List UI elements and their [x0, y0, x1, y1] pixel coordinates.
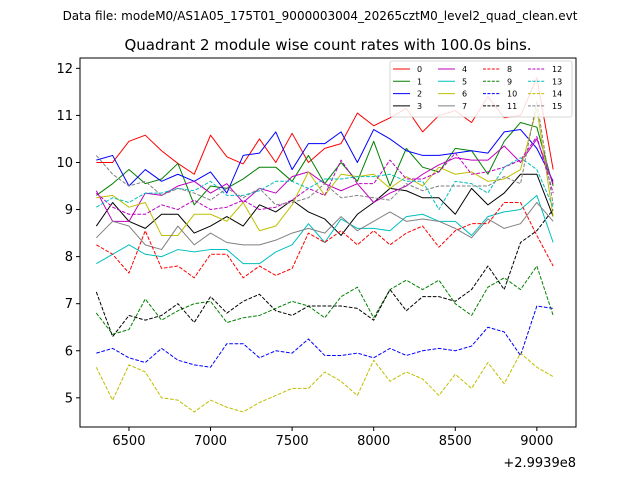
series-line-8	[96, 201, 554, 279]
x-tick-label: 6500	[112, 434, 145, 449]
y-tick-label: 6	[65, 344, 73, 359]
series-line-9	[95, 265, 554, 335]
y-tick-label: 10	[56, 156, 73, 171]
legend-label-3: 3	[417, 102, 422, 111]
legend-label-0: 0	[417, 65, 422, 74]
series-line-7	[95, 201, 554, 251]
y-tick-label: 8	[65, 250, 73, 265]
x-tick-label: 8000	[357, 434, 390, 449]
series-line-5	[96, 194, 554, 265]
legend-label-15: 15	[552, 102, 562, 111]
series-line-15	[95, 100, 554, 206]
legend-label-2: 2	[417, 90, 422, 99]
legend-label-6: 6	[462, 90, 467, 99]
legend-label-7: 7	[462, 102, 467, 111]
series-line-10	[96, 305, 554, 368]
legend-label-8: 8	[507, 65, 512, 74]
series-line-2	[96, 129, 554, 194]
legend-label-12: 12	[552, 65, 562, 74]
legend-label-9: 9	[507, 77, 512, 86]
data-file-label: Data file: modeM0/AS1A05_175T01_90000030…	[63, 9, 578, 23]
y-tick-label: 11	[56, 109, 73, 124]
series-line-12	[95, 136, 554, 215]
y-tick-label: 5	[65, 391, 73, 406]
series-line-14	[95, 352, 554, 413]
legend-label-13: 13	[552, 77, 562, 86]
legend-label-4: 4	[462, 65, 467, 74]
series-line-13	[96, 157, 554, 211]
x-tick-label: 7500	[276, 434, 309, 449]
legend-label-5: 5	[462, 77, 467, 86]
series-line-3	[95, 173, 554, 236]
legend-label-14: 14	[552, 90, 562, 99]
y-tick-label: 12	[56, 62, 73, 77]
legend-label-10: 10	[507, 90, 517, 99]
y-tick-label: 9	[65, 203, 73, 218]
x-axis-offset-label: +2.9939e8	[503, 456, 576, 471]
legend-label-11: 11	[507, 102, 517, 111]
x-tick-label: 7000	[194, 434, 227, 449]
y-tick-label: 7	[65, 297, 73, 312]
series-line-11	[95, 209, 554, 338]
axes-frame	[79, 57, 577, 428]
legend-frame	[389, 60, 573, 118]
x-tick-label: 9000	[520, 434, 553, 449]
legend-label-1: 1	[417, 77, 422, 86]
chart-title: Quadrant 2 module wise count rates with …	[124, 36, 531, 54]
x-tick-label: 8500	[439, 434, 472, 449]
